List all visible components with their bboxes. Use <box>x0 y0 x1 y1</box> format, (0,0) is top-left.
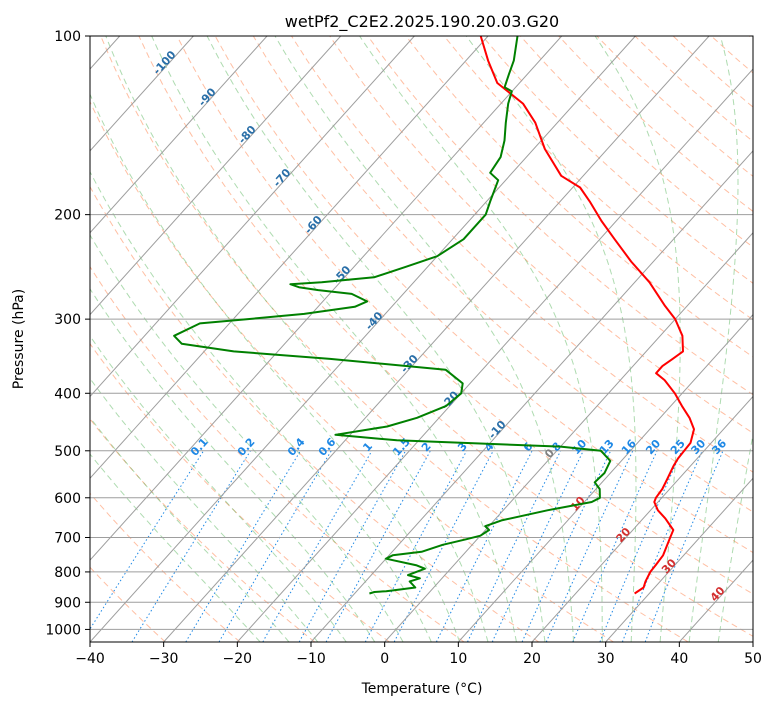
x-tick-label: 0 <box>380 651 389 667</box>
isotherm-line <box>310 150 753 642</box>
moist-adiabat-line <box>594 36 681 642</box>
moist-adiabat-line <box>90 234 404 642</box>
moist-adiabat-line <box>274 36 575 642</box>
isotherm-line <box>90 36 563 561</box>
dry-adiabat-line <box>367 36 753 396</box>
dry-adiabat-line <box>252 36 753 513</box>
x-tick-label: 30 <box>597 651 615 667</box>
plot-frame <box>89 35 754 643</box>
y-tick-label: 800 <box>54 565 81 581</box>
x-tick-label: −40 <box>75 651 105 667</box>
x-tick-label: −30 <box>149 651 179 667</box>
moist-adiabat-line <box>90 335 347 642</box>
x-axis-label: Temperature (°C) <box>361 681 483 697</box>
isotherm-line <box>531 395 753 642</box>
moist-adiabat-line <box>717 432 753 642</box>
background-lines <box>90 36 753 642</box>
mixing-ratio-line <box>599 450 683 642</box>
dry-adiabat-line <box>90 100 614 642</box>
dry-adiabat-line <box>90 418 316 642</box>
isotherm-line <box>90 36 342 316</box>
isotherm-line <box>163 36 710 642</box>
moist-adiabat-line <box>105 36 489 642</box>
dry-adiabat-line <box>329 36 753 434</box>
profile-lines <box>173 36 695 595</box>
x-tick-label: 40 <box>670 651 688 667</box>
y-tick-label: 900 <box>54 595 81 611</box>
y-tick-label: 100 <box>54 29 81 45</box>
isotherm-line <box>90 36 268 234</box>
isotherm-line <box>90 36 194 152</box>
y-tick-label: 1000 <box>45 622 81 638</box>
temperature-profile-line <box>479 36 695 595</box>
dry-adiabat-line <box>90 265 465 642</box>
moist-adiabat-line <box>688 36 739 642</box>
x-tick-label: 20 <box>523 651 541 667</box>
x-tick-label: −20 <box>223 651 253 667</box>
moist-adiabat-line <box>359 36 603 642</box>
isotherm-line <box>236 68 753 642</box>
isotherm-line <box>90 36 489 480</box>
dry-adiabat-line <box>214 36 753 554</box>
moist-adiabat-line <box>90 170 432 642</box>
isotherm-line <box>90 36 415 398</box>
chart-title: wetPf2_C2E2.2025.190.20.03.G20 <box>285 12 559 32</box>
dry-adiabat-line <box>90 185 540 642</box>
dry-adiabat-line <box>100 36 689 642</box>
isotherm-line <box>457 313 753 642</box>
mixing-ratio-line <box>185 450 301 642</box>
moist-adiabat-line <box>90 93 461 642</box>
y-tick-label: 200 <box>54 208 81 224</box>
x-tick-label: 50 <box>744 651 762 667</box>
mixing-ratio-line <box>90 450 205 630</box>
mixing-ratio-line <box>572 450 658 642</box>
x-tick-label: 10 <box>449 651 467 667</box>
dewpoint-profile-line <box>173 36 612 595</box>
moist-adiabat-line <box>206 36 546 642</box>
mixing-ratio-line <box>298 450 407 642</box>
dry-adiabat-line <box>90 566 166 642</box>
isotherm-line <box>90 36 636 642</box>
mixing-ratio-line <box>467 450 562 642</box>
moist-adiabat-line <box>151 36 517 642</box>
isotherm-line <box>384 231 753 642</box>
y-tick-label: 400 <box>54 386 81 402</box>
moist-adiabat-line <box>90 416 290 642</box>
x-tick-label: −10 <box>296 651 326 667</box>
dry-adiabat-line <box>443 36 753 321</box>
mixing-ratio-line <box>621 450 703 642</box>
moist-adiabat-line <box>90 453 261 642</box>
mixing-ratio-line <box>435 450 533 642</box>
isotherm-line <box>605 477 753 642</box>
axis-ticks: −40 −30 −20 −10 0 10 20 30 40 50 100 200 300 400 500 60… <box>45 29 762 667</box>
y-tick-label: 700 <box>54 531 81 547</box>
y-tick-label: 600 <box>54 491 81 507</box>
y-tick-label: 300 <box>54 312 81 328</box>
mixing-ratio-line <box>325 450 431 642</box>
moist-adiabat-line <box>90 377 319 642</box>
y-axis-label: Pressure (hPa) <box>11 289 27 389</box>
dry-adiabat-line <box>90 492 241 642</box>
moist-adiabat-line <box>90 287 376 642</box>
dry-adiabat-line <box>291 36 753 473</box>
moist-adiabat-line <box>465 36 637 642</box>
y-tick-label: 500 <box>54 444 81 460</box>
